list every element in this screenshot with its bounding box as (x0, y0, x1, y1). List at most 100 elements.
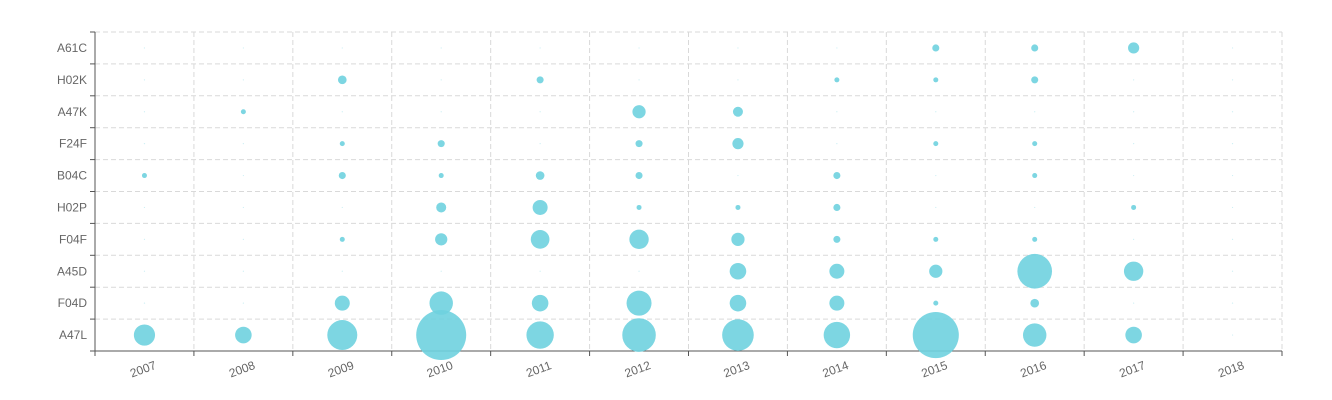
bubble[interactable] (1125, 326, 1142, 344)
bubble[interactable] (1231, 79, 1234, 81)
bubble[interactable] (440, 270, 442, 272)
bubble[interactable] (1131, 204, 1137, 210)
bubble[interactable] (143, 111, 146, 113)
bubble[interactable] (530, 229, 550, 249)
bubble[interactable] (1133, 111, 1135, 113)
bubble[interactable] (539, 270, 541, 272)
bubble[interactable] (632, 105, 646, 119)
bubble[interactable] (933, 236, 939, 242)
bubble[interactable] (1030, 298, 1040, 308)
bubble[interactable] (836, 47, 838, 49)
bubble[interactable] (833, 235, 841, 243)
bubble[interactable] (440, 47, 442, 49)
bubble[interactable] (732, 106, 743, 117)
bubble[interactable] (526, 321, 554, 349)
bubble[interactable] (635, 172, 643, 180)
bubble[interactable] (933, 77, 939, 83)
bubble[interactable] (833, 203, 841, 211)
bubble[interactable] (737, 47, 739, 49)
bubble[interactable] (532, 199, 548, 215)
bubble[interactable] (242, 174, 244, 177)
bubble[interactable] (1032, 236, 1038, 242)
bubble[interactable] (438, 173, 444, 179)
bubble[interactable] (141, 173, 147, 179)
bubble[interactable] (933, 141, 939, 147)
bubble[interactable] (1231, 111, 1234, 113)
bubble[interactable] (933, 300, 939, 306)
bubble[interactable] (836, 143, 838, 145)
bubble[interactable] (242, 206, 244, 209)
bubble[interactable] (143, 206, 146, 209)
bubble[interactable] (1231, 174, 1234, 177)
bubble[interactable] (912, 312, 959, 359)
bubble[interactable] (436, 202, 447, 213)
bubble[interactable] (341, 47, 343, 49)
bubble[interactable] (729, 262, 747, 280)
bubble[interactable] (143, 238, 146, 240)
bubble[interactable] (341, 270, 343, 272)
bubble[interactable] (629, 229, 649, 250)
bubble[interactable] (1032, 173, 1038, 179)
bubble[interactable] (334, 295, 350, 311)
bubble[interactable] (242, 79, 244, 81)
bubble[interactable] (829, 295, 845, 311)
bubble[interactable] (636, 204, 642, 210)
bubble[interactable] (143, 79, 146, 81)
bubble[interactable] (1032, 141, 1038, 147)
bubble[interactable] (735, 204, 741, 210)
bubble[interactable] (240, 109, 246, 115)
bubble[interactable] (242, 270, 244, 272)
bubble[interactable] (638, 270, 640, 272)
bubble[interactable] (737, 174, 739, 177)
bubble[interactable] (638, 47, 640, 49)
bubble[interactable] (1231, 334, 1234, 336)
bubble[interactable] (737, 79, 739, 81)
bubble[interactable] (327, 320, 358, 351)
bubble[interactable] (1128, 42, 1140, 54)
bubble[interactable] (531, 294, 549, 312)
bubble[interactable] (935, 174, 937, 177)
bubble[interactable] (416, 310, 467, 361)
bubble[interactable] (143, 47, 146, 49)
bubble[interactable] (143, 302, 146, 304)
bubble[interactable] (242, 47, 244, 49)
bubble[interactable] (143, 143, 146, 145)
bubble[interactable] (1022, 323, 1047, 347)
bubble[interactable] (626, 290, 652, 316)
bubble[interactable] (622, 318, 656, 352)
bubble[interactable] (935, 111, 937, 113)
bubble[interactable] (339, 236, 345, 242)
bubble[interactable] (932, 44, 940, 52)
bubble[interactable] (341, 111, 343, 113)
bubble[interactable] (732, 138, 744, 150)
bubble[interactable] (242, 238, 244, 240)
bubble[interactable] (1231, 206, 1234, 209)
bubble[interactable] (536, 76, 544, 84)
bubble[interactable] (242, 143, 244, 145)
bubble[interactable] (235, 326, 252, 344)
bubble[interactable] (1133, 79, 1135, 81)
bubble[interactable] (1034, 206, 1036, 209)
bubble[interactable] (833, 172, 841, 180)
bubble[interactable] (1231, 302, 1234, 304)
bubble[interactable] (1133, 143, 1135, 145)
bubble[interactable] (929, 264, 943, 278)
bubble[interactable] (1133, 174, 1135, 177)
bubble[interactable] (935, 206, 937, 209)
bubble[interactable] (440, 111, 442, 113)
bubble[interactable] (338, 172, 346, 180)
bubble[interactable] (539, 47, 541, 49)
bubble[interactable] (143, 270, 146, 272)
bubble[interactable] (1031, 44, 1039, 52)
bubble[interactable] (638, 79, 640, 81)
bubble[interactable] (341, 206, 343, 209)
bubble[interactable] (1231, 238, 1234, 240)
bubble[interactable] (437, 140, 445, 148)
bubble[interactable] (1133, 302, 1135, 304)
bubble[interactable] (1017, 253, 1053, 289)
bubble[interactable] (1123, 261, 1144, 281)
bubble[interactable] (440, 79, 442, 81)
bubble[interactable] (834, 77, 840, 83)
bubble[interactable] (729, 294, 747, 312)
bubble[interactable] (539, 111, 541, 113)
